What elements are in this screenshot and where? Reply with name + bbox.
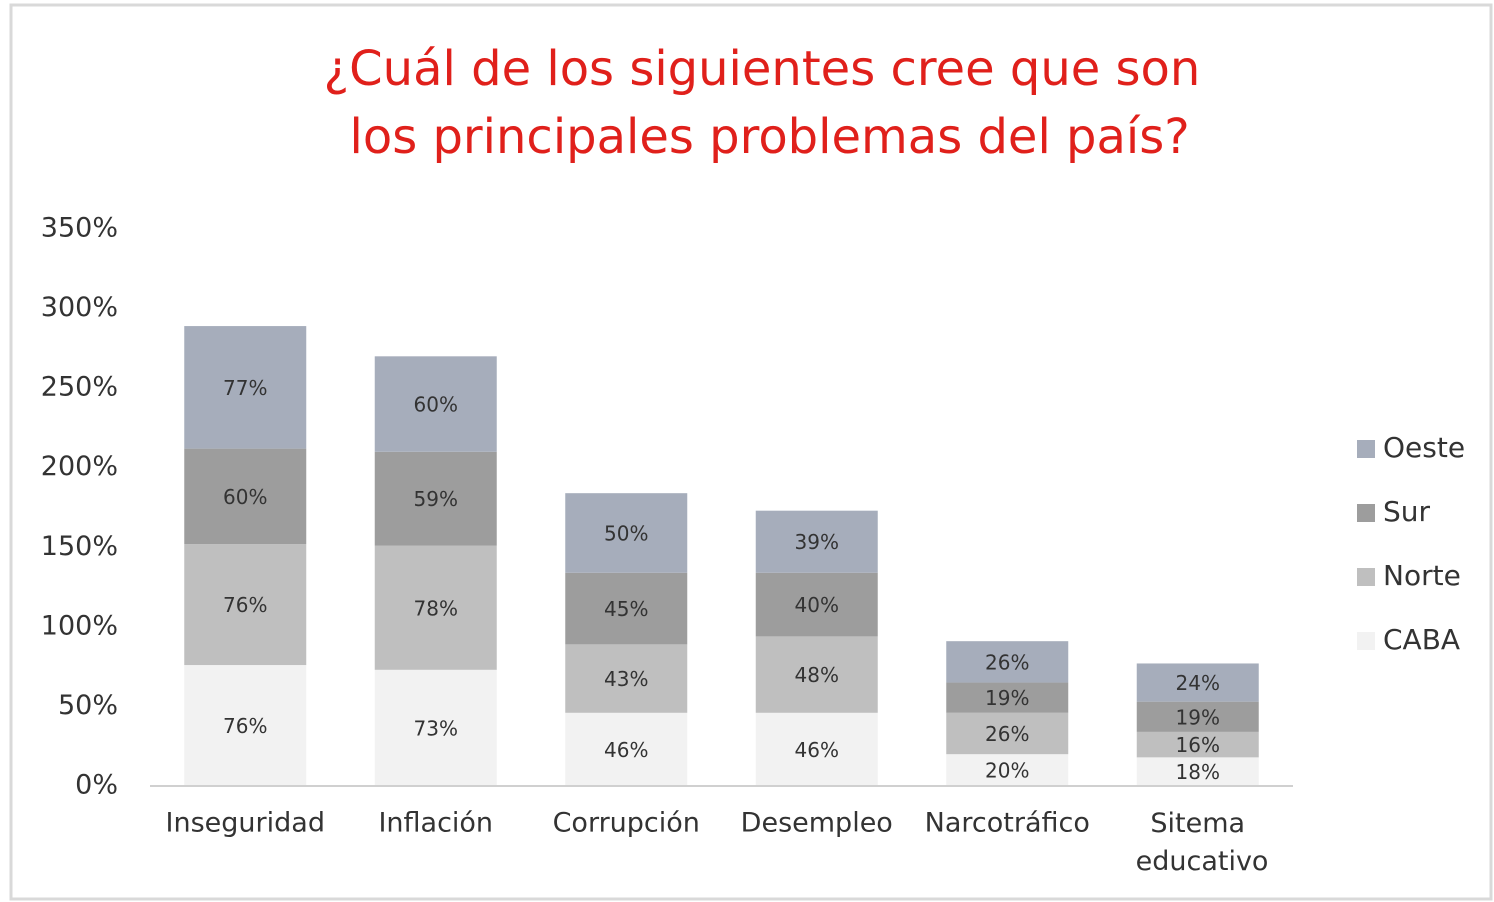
y-tick-label: 50% [58,690,118,721]
value-label: 48% [795,663,839,687]
value-label: 60% [223,485,267,509]
bar-segment [565,493,688,573]
value-label: 46% [795,738,839,762]
value-label: 26% [985,722,1029,746]
value-label: 73% [414,716,458,740]
x-tick-label: Inflación [378,808,493,839]
bar-segment [374,356,497,452]
y-tick-label: 200% [41,451,118,482]
value-label: 18% [1176,760,1220,784]
bar-segment [565,572,688,645]
bar-segment [184,665,307,786]
bar-segment [946,641,1069,683]
bar-segment [374,545,497,670]
value-label: 43% [604,667,648,691]
legend-label: Norte [1383,559,1461,592]
chart-title: ¿Cuál de los siguientes cree que son los… [324,41,1201,165]
value-label: 76% [223,714,267,738]
x-tick-label: Narcotráfico [925,808,1090,839]
value-label: 78% [414,596,458,620]
bar-segment [755,572,878,637]
bar-segment [184,448,307,545]
legend-swatch [1357,440,1375,458]
bar-segment [184,326,307,449]
value-label: 50% [604,521,648,545]
bar-segment [755,636,878,713]
legend-label: Sur [1383,495,1431,528]
y-tick-label: 0% [75,770,118,801]
x-tick-label: Sitema educativo [1127,808,1268,877]
value-label: 46% [604,738,648,762]
value-label: 77% [223,376,267,400]
bar-segment [374,451,497,546]
bar-segment [565,644,688,713]
value-label: 45% [604,597,648,621]
y-tick-label: 300% [41,292,118,323]
bar-segment [755,712,878,786]
bar-segment [374,669,497,786]
value-label: 39% [795,530,839,554]
value-label: 60% [414,393,458,417]
x-tick-label: Corrupción [553,808,700,839]
x-tick-label: Desempleo [741,808,893,839]
value-label: 20% [985,759,1029,783]
value-label: 59% [414,487,458,511]
bar-segment [184,544,307,666]
bar-segment [1136,731,1259,758]
value-label: 16% [1176,733,1220,757]
y-tick-label: 350% [41,213,118,244]
legend-swatch [1357,504,1375,522]
x-tick-label: Inseguridad [166,808,325,839]
y-tick-label: 150% [41,531,118,562]
value-label: 26% [985,650,1029,674]
y-tick-label: 100% [41,610,118,641]
value-label: 40% [795,593,839,617]
bar-segment [1136,663,1259,702]
legend-label: CABA [1383,623,1460,656]
bar-segment [946,682,1069,713]
value-label: 24% [1176,671,1220,695]
legend-swatch [1357,568,1375,586]
y-tick-label: 250% [41,372,118,403]
bar-segment [946,754,1069,786]
bar-segment [1136,757,1259,786]
legend-label: Oeste [1383,431,1465,464]
bar-segment [755,510,878,573]
value-label: 19% [985,686,1029,710]
value-label: 76% [223,593,267,617]
bar-segment [1136,701,1259,732]
bar-segment [946,712,1069,755]
value-label: 19% [1176,705,1220,729]
bar-segment [565,712,688,786]
legend-swatch [1357,632,1375,650]
